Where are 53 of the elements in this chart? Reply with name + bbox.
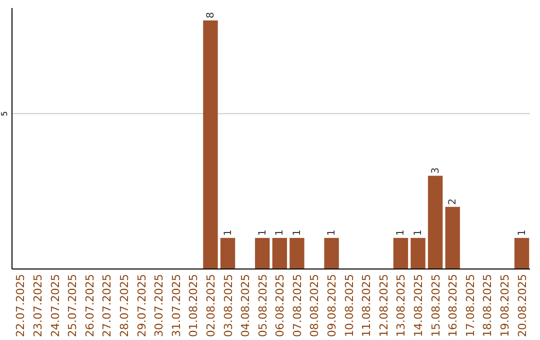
x-tick-label: 12.08.2025 — [377, 274, 390, 337]
x-tick-label: 18.08.2025 — [481, 274, 494, 337]
data-label: 2 — [448, 198, 459, 205]
x-tick-label: 29.07.2025 — [135, 274, 148, 337]
data-label: 1 — [222, 230, 234, 236]
x-tick-label: 15.08.2025 — [429, 274, 442, 337]
x-tick-label: 19.08.2025 — [498, 274, 512, 337]
data-label: 1 — [516, 230, 528, 236]
x-tick-label: 14.08.2025 — [412, 274, 426, 337]
x-tick-label: 13.08.2025 — [394, 274, 408, 337]
bar — [220, 238, 236, 269]
x-tick-label: 26.07.2025 — [83, 274, 96, 337]
bar — [272, 238, 287, 269]
x-tick-label: 30.07.2025 — [152, 274, 166, 337]
x-tick-label: 20.08.2025 — [516, 274, 529, 337]
data-label: 1 — [396, 230, 407, 236]
bar — [290, 238, 304, 269]
data-label: 1 — [326, 230, 338, 236]
bar — [255, 238, 270, 269]
bar — [410, 238, 426, 269]
x-tick-label: 07.08.2025 — [290, 274, 304, 337]
data-label: 1 — [274, 230, 286, 236]
x-tick-label: 02.08.2025 — [204, 274, 218, 337]
data-label: 3 — [430, 167, 442, 174]
data-label: 8 — [205, 12, 216, 18]
data-label: 1 — [292, 230, 303, 236]
x-tick-label: 04.08.2025 — [239, 274, 252, 337]
x-tick-label: 11.08.2025 — [360, 274, 374, 337]
x-tick-label: 24.07.2025 — [48, 274, 62, 337]
bar — [393, 238, 408, 269]
x-tick-label: 05.08.2025 — [256, 274, 270, 337]
x-tick-label: 16.08.2025 — [446, 274, 460, 337]
bar — [514, 238, 530, 269]
x-tick-label: 03.08.2025 — [222, 274, 235, 337]
x-tick-label: 27.07.2025 — [100, 274, 114, 337]
bar — [428, 176, 443, 269]
x-tick-label: 17.08.2025 — [464, 274, 477, 337]
data-label: 1 — [413, 230, 424, 236]
x-tick-label: 01.08.2025 — [187, 274, 200, 337]
bar — [203, 20, 218, 269]
x-tick-label: 23.07.2025 — [32, 274, 45, 337]
x-tick-label: 28.07.2025 — [118, 274, 131, 337]
x-tick-label: 08.08.2025 — [308, 274, 322, 337]
x-tick-label: 10.08.2025 — [342, 274, 356, 337]
y-tick-label: 5 — [0, 111, 9, 116]
bar — [445, 206, 460, 269]
x-tick-label: 06.08.2025 — [274, 274, 287, 337]
x-tick-label: 25.07.2025 — [66, 274, 80, 337]
data-label: 1 — [257, 230, 268, 236]
x-tick-label: 31.07.2025 — [170, 274, 183, 337]
bar — [324, 238, 339, 269]
x-tick-label: 09.08.2025 — [326, 274, 339, 337]
x-tick-label: 22.07.2025 — [14, 274, 28, 337]
